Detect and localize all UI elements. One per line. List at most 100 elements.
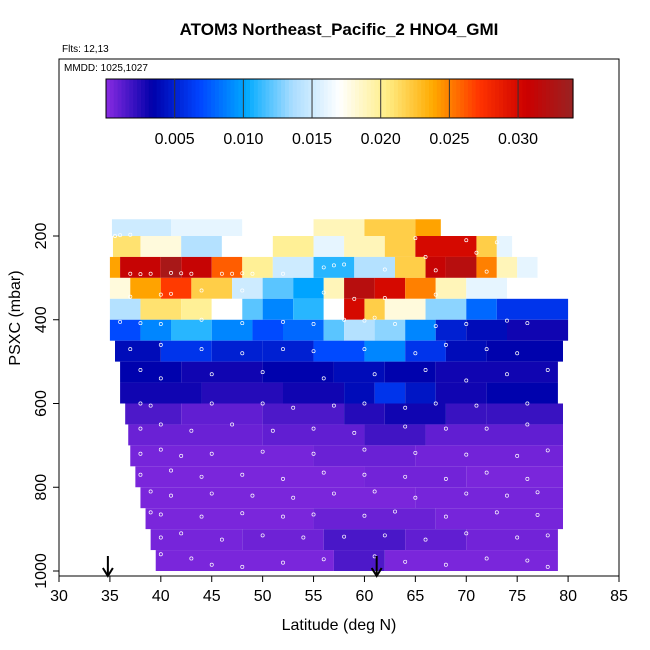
heatmap-cell bbox=[445, 340, 487, 362]
heatmap-cell bbox=[313, 219, 365, 236]
heatmap-cell bbox=[425, 298, 467, 320]
heatmap-cell bbox=[262, 340, 314, 362]
sample-point bbox=[362, 472, 367, 477]
sample-point bbox=[342, 534, 347, 539]
colorbar-swatch bbox=[347, 79, 352, 118]
heatmap-cell bbox=[160, 256, 182, 278]
colorbar-swatch bbox=[249, 79, 255, 118]
sample-point bbox=[240, 351, 245, 356]
colorbar-swatch bbox=[530, 79, 535, 118]
colorbar-swatch bbox=[234, 79, 239, 118]
colorbar-swatch bbox=[436, 79, 442, 118]
arrow-head bbox=[102, 567, 114, 578]
sample-point bbox=[545, 368, 550, 372]
sample-point bbox=[505, 318, 509, 323]
sample-point bbox=[199, 474, 204, 479]
sample-point bbox=[189, 271, 194, 276]
colorbar-swatch bbox=[549, 79, 555, 118]
sample-point bbox=[219, 271, 224, 276]
heatmap-cell bbox=[272, 256, 314, 278]
sample-point bbox=[382, 267, 387, 272]
sample-point bbox=[433, 324, 438, 328]
heatmap-cell bbox=[242, 256, 273, 278]
colorbar-swatch bbox=[152, 79, 158, 118]
sample-point bbox=[270, 428, 275, 433]
colorbar-swatch bbox=[141, 79, 146, 118]
heatmap-cell bbox=[405, 277, 436, 299]
colorbar-swatch bbox=[510, 79, 516, 118]
sample-point bbox=[494, 510, 499, 515]
sample-point bbox=[474, 403, 479, 408]
heatmap-cell bbox=[313, 508, 436, 530]
heatmap-cell bbox=[272, 236, 314, 257]
colorbar-swatch bbox=[495, 79, 500, 118]
sample-point bbox=[179, 271, 184, 276]
colorbar-swatch bbox=[553, 79, 559, 118]
heatmap-cell bbox=[109, 319, 141, 341]
colorbar-tick-label: 0.005 bbox=[155, 131, 195, 148]
heatmap-cell bbox=[323, 319, 345, 341]
sample-point bbox=[362, 318, 367, 323]
heatmap-cell bbox=[181, 298, 212, 320]
colorbar-swatch bbox=[257, 79, 263, 118]
colorbar-swatch bbox=[545, 79, 551, 118]
heatmap-cell bbox=[140, 236, 182, 257]
colorbar-swatch bbox=[323, 79, 329, 118]
sample-point bbox=[372, 315, 377, 320]
flights-annotation: Flts: 12,13 bbox=[62, 44, 109, 55]
heatmap-cell bbox=[125, 403, 182, 425]
heatmap-cell bbox=[344, 319, 375, 341]
sample-point bbox=[535, 490, 540, 495]
colorbar-swatch bbox=[191, 79, 197, 118]
sample-point bbox=[393, 321, 397, 326]
sample-point bbox=[484, 556, 489, 561]
sample-point bbox=[138, 368, 143, 372]
heatmap-cell bbox=[466, 277, 507, 299]
colorbar-swatch bbox=[238, 79, 243, 118]
x-tick-label: 55 bbox=[305, 588, 323, 605]
sample-point bbox=[158, 422, 163, 427]
heatmap-cell bbox=[262, 403, 345, 425]
colorbar-swatch bbox=[506, 79, 512, 118]
latitude-arrow bbox=[370, 556, 383, 578]
colorbar-swatch bbox=[483, 79, 488, 118]
heatmap-cell bbox=[466, 466, 563, 488]
sample-point bbox=[433, 401, 438, 406]
sample-point bbox=[525, 321, 530, 326]
heatmap-cell bbox=[507, 277, 569, 299]
colorbar-swatch bbox=[358, 79, 364, 118]
sample-point bbox=[260, 449, 265, 454]
colorbar-swatch bbox=[565, 79, 570, 118]
sample-point bbox=[250, 493, 255, 498]
colorbar-swatch bbox=[179, 79, 185, 118]
sample-point bbox=[311, 321, 316, 326]
colorbar-swatch bbox=[499, 79, 504, 118]
heatmap-cell bbox=[191, 277, 233, 299]
colorbar-swatch bbox=[401, 79, 407, 118]
heatmap-cell bbox=[262, 298, 294, 320]
sample-point bbox=[413, 236, 418, 241]
heatmap-cell bbox=[109, 277, 131, 299]
sample-point bbox=[189, 428, 194, 433]
colorbar-swatch bbox=[537, 79, 543, 118]
sample-point bbox=[525, 476, 530, 481]
heatmap-cell bbox=[283, 382, 345, 404]
sample-point bbox=[443, 426, 448, 431]
sample-point bbox=[230, 422, 235, 427]
sample-point bbox=[443, 342, 448, 347]
colorbar-swatch bbox=[331, 79, 337, 118]
heatmap-cell bbox=[466, 319, 507, 341]
sample-point bbox=[331, 263, 336, 268]
sample-point bbox=[209, 451, 214, 456]
sample-point bbox=[169, 493, 173, 498]
sample-point bbox=[352, 296, 357, 301]
colorbar-swatch bbox=[144, 79, 150, 118]
x-tick-label: 50 bbox=[254, 588, 272, 605]
sample-point bbox=[281, 514, 285, 519]
heatmap-cell bbox=[496, 256, 518, 278]
x-tick-label: 45 bbox=[203, 588, 221, 605]
sample-point bbox=[535, 512, 540, 517]
sample-point bbox=[403, 424, 408, 429]
heatmap-cell bbox=[384, 298, 426, 320]
